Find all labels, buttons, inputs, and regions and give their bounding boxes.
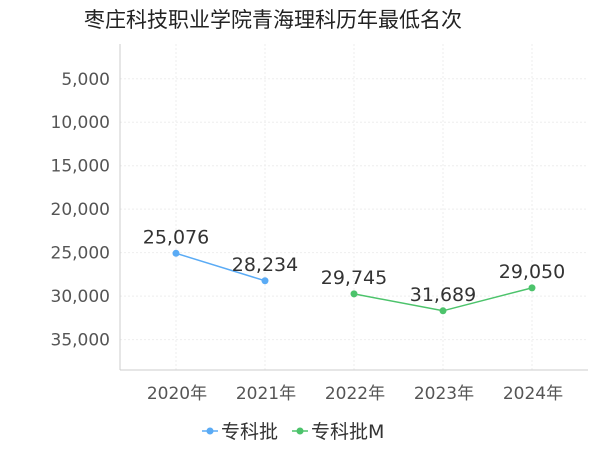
data-point[interactable] (172, 249, 180, 257)
y-tick-label: 20,000 (51, 200, 110, 220)
data-labels: 25,076 28,234 29,745 31,689 29,050 (143, 226, 565, 305)
axes: 5,000 10,000 15,000 20,000 25,000 30,000 35,00… (51, 44, 588, 404)
x-tick-label: 2024年 (503, 384, 563, 404)
data-point[interactable] (439, 307, 447, 315)
legend-swatch-marker (206, 427, 214, 435)
y-tick-label: 25,000 (51, 244, 110, 264)
x-tick-label: 2022年 (325, 384, 385, 404)
data-label: 28,234 (232, 254, 298, 276)
chart-title: 枣庄科技职业学院青海理科历年最低名次 (84, 8, 462, 32)
data-label: 29,050 (499, 261, 565, 283)
legend-swatch-marker (296, 427, 304, 435)
legend-item-label[interactable]: 专科批 (221, 421, 278, 443)
y-tick-label: 15,000 (51, 157, 110, 177)
series (172, 249, 536, 315)
legend[interactable]: 专科批 专科批M (202, 421, 384, 443)
y-tick-label: 5,000 (61, 70, 110, 90)
data-label: 31,689 (410, 284, 476, 306)
legend-item-label[interactable]: 专科批M (311, 421, 384, 443)
data-label: 25,076 (143, 226, 209, 248)
series-line-1 (175, 252, 266, 282)
data-point[interactable] (350, 290, 358, 298)
data-point[interactable] (261, 277, 269, 285)
x-tick-label: 2020年 (147, 384, 207, 404)
y-tick-label: 35,000 (51, 331, 110, 351)
x-tick-label: 2021年 (236, 384, 296, 404)
y-tick-label: 30,000 (51, 287, 110, 307)
data-point[interactable] (528, 284, 536, 292)
grid (120, 44, 588, 370)
data-label: 29,745 (321, 267, 387, 289)
x-tick-label: 2023年 (414, 384, 474, 404)
y-tick-label: 10,000 (51, 113, 110, 133)
